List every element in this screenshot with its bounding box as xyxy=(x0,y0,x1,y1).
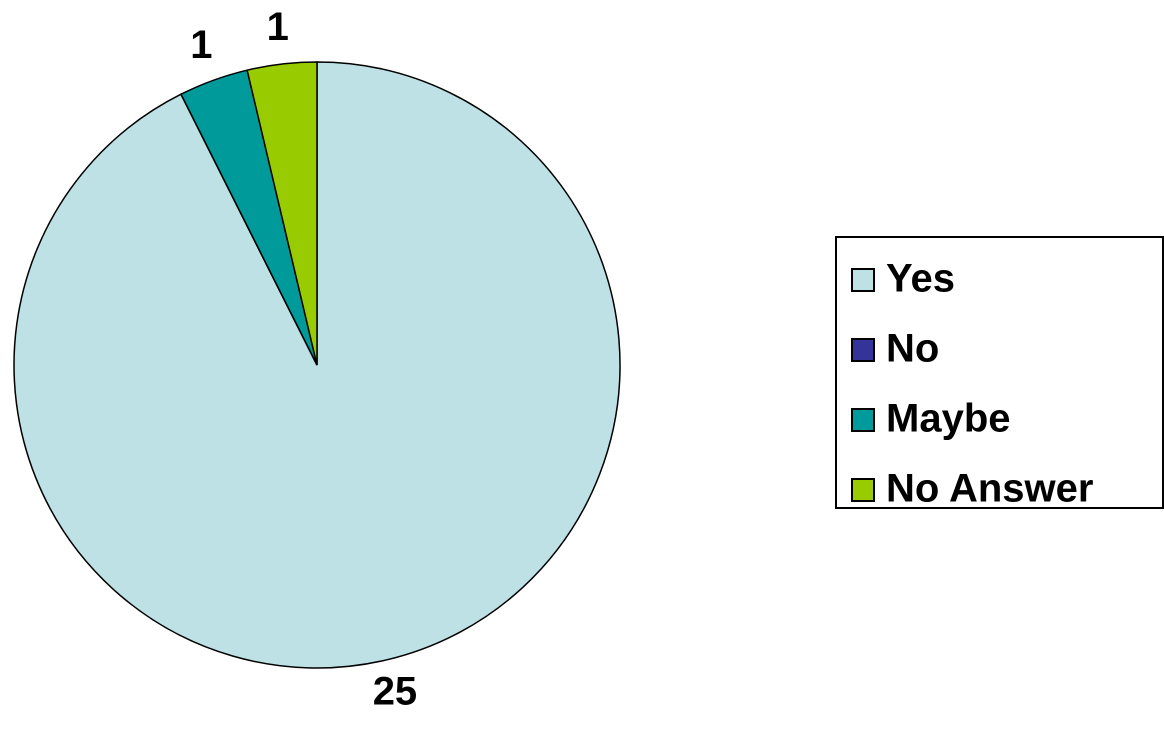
data-label: 25 xyxy=(373,669,418,713)
legend-swatch xyxy=(851,338,875,362)
legend: Yes No Maybe No Answer xyxy=(835,236,1164,511)
legend-label: Maybe xyxy=(886,397,1011,441)
pie xyxy=(13,61,621,669)
legend-label: No Answer xyxy=(886,467,1093,511)
legend-label: No xyxy=(886,327,939,371)
data-labels: 25 1 1 xyxy=(190,5,417,714)
legend-box xyxy=(835,236,1164,509)
legend-label: Yes xyxy=(886,257,955,301)
data-label: 1 xyxy=(267,5,289,49)
pie-slice xyxy=(246,61,318,366)
legend-swatch xyxy=(851,268,875,292)
data-label: 1 xyxy=(190,23,212,67)
legend-swatch xyxy=(851,408,875,432)
legend-swatch xyxy=(851,478,875,502)
